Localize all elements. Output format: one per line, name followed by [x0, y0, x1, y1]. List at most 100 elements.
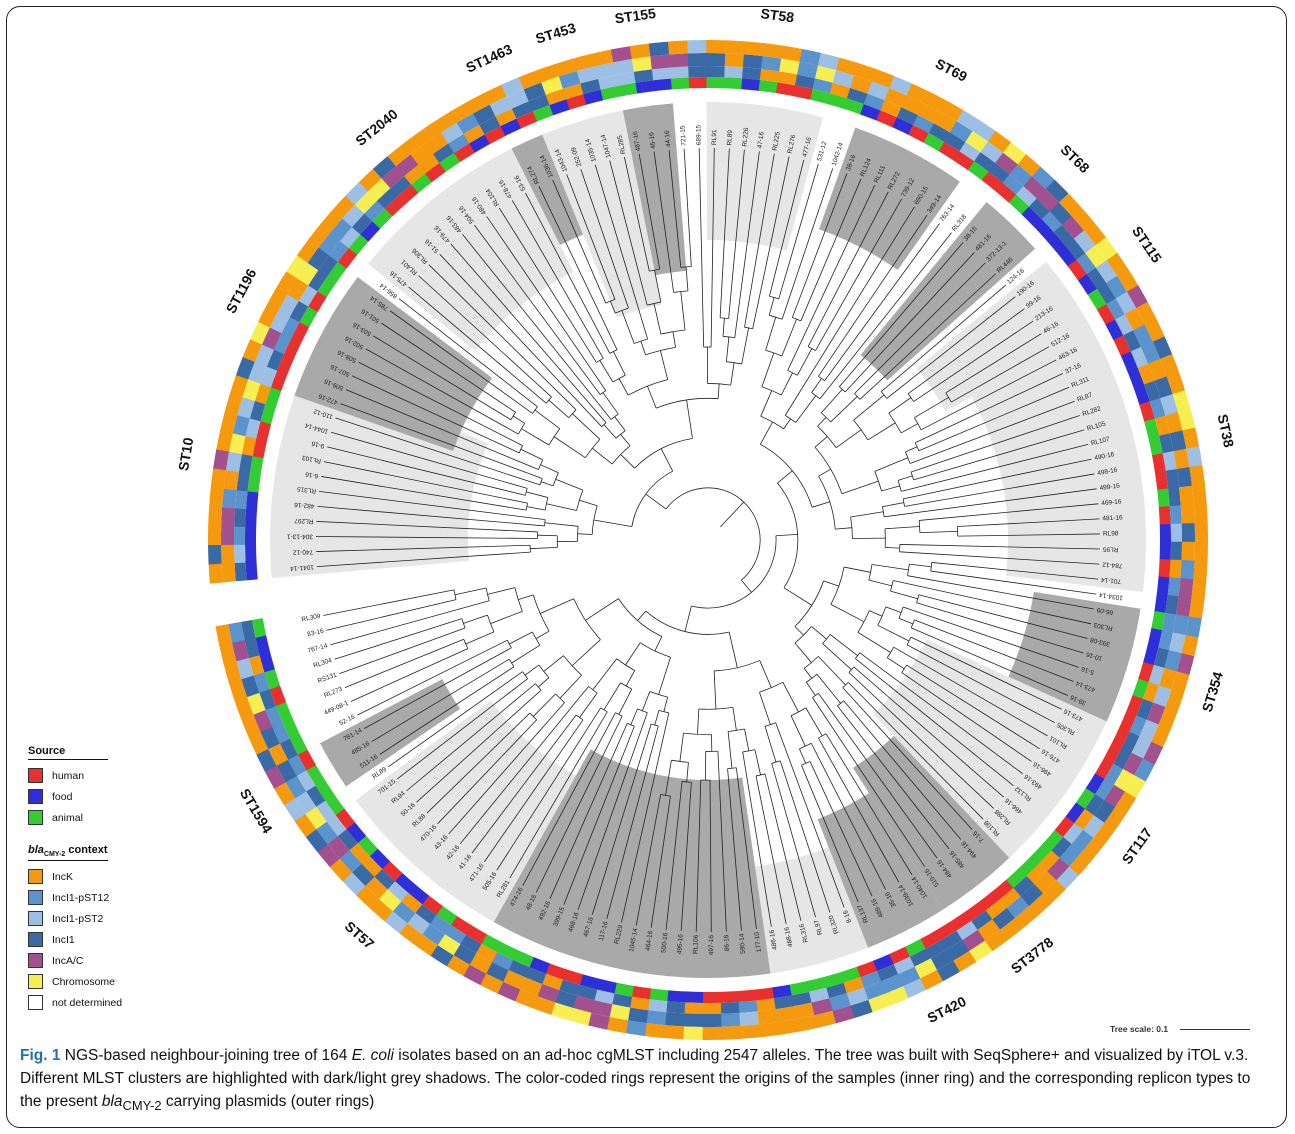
leaf-label: RL91 — [711, 129, 718, 145]
context-ring-cell — [219, 642, 237, 665]
context-ring-cell — [208, 525, 222, 546]
context-ring-cell — [1095, 260, 1118, 284]
source-ring-cell — [666, 990, 686, 1003]
context-ring-cell — [625, 1020, 647, 1037]
context-ring-cell — [1149, 398, 1166, 419]
context-ring-cell — [381, 165, 405, 189]
context-ring-cell — [1076, 252, 1097, 275]
context-ring-cell — [999, 918, 1024, 941]
context-ring-cell — [759, 68, 780, 83]
source-ring-cell — [283, 337, 302, 359]
context-ring-cell — [762, 43, 784, 59]
context-ring-cell — [965, 131, 989, 153]
source-ring-cell — [348, 234, 369, 255]
context-ring-cell — [1139, 719, 1159, 743]
cluster-shadow — [622, 103, 687, 276]
context-ring-cell — [518, 70, 542, 90]
context-ring-cell — [296, 770, 316, 792]
context-ring-cell — [248, 361, 268, 384]
source-ring-cell — [566, 93, 587, 110]
context-ring-cell — [825, 982, 847, 999]
leaf-label: 66-09 — [1096, 606, 1114, 616]
cluster-label: ST420 — [925, 993, 969, 1026]
context-ring-cell — [402, 132, 426, 155]
context-ring-cell — [949, 121, 973, 143]
legend-context-label: IncK — [52, 870, 74, 883]
context-ring-cell — [286, 255, 308, 279]
context-ring-cell — [226, 451, 242, 473]
context-ring-cell — [440, 122, 464, 144]
context-ring-cell — [554, 58, 578, 77]
context-ring-cell — [631, 56, 653, 72]
context-ring-cell — [463, 124, 485, 144]
context-ring-cell — [1095, 237, 1118, 261]
context-ring-cell — [235, 489, 248, 510]
context-ring-cell — [562, 83, 584, 100]
source-ring-cell — [872, 954, 894, 972]
source-ring-cell — [317, 276, 337, 298]
context-ring-cell — [372, 156, 397, 179]
context-ring-cell — [992, 908, 1015, 930]
context-ring-cell — [925, 939, 947, 959]
context-ring-cell — [1002, 174, 1024, 195]
legend-source-item: food — [28, 786, 158, 807]
source-ring-cell — [251, 618, 267, 638]
source-ring-cell — [1018, 855, 1040, 877]
context-ring-cell — [629, 996, 650, 1011]
context-ring-cell — [909, 948, 931, 967]
context-ring-cell — [683, 1013, 703, 1027]
context-ring-cell — [506, 89, 530, 109]
context-ring-cell — [355, 885, 379, 909]
context-ring-cell — [241, 714, 261, 738]
legend-source-title: Source — [28, 745, 108, 760]
context-ring-cell — [422, 923, 446, 946]
source-ring-cell — [1056, 245, 1077, 267]
leaf-label: 495-16 — [676, 933, 684, 954]
tree-scale-label: Tree scale: 0.1 — [1110, 1024, 1169, 1034]
caption-part-2: isolates based on an ad-hoc cgMLST inclu… — [20, 1047, 1251, 1110]
context-ring-cell — [241, 675, 260, 698]
context-ring-cell — [1165, 412, 1183, 434]
context-ring-cell — [1176, 596, 1192, 617]
context-ring-cell — [307, 247, 330, 271]
context-ring-cell — [836, 57, 859, 76]
source-ring-cell — [360, 220, 381, 242]
context-ring-cell — [1162, 612, 1177, 633]
source-ring-cell — [1045, 232, 1066, 253]
source-ring-cell — [772, 984, 792, 999]
source-ring-cell — [684, 991, 704, 1003]
legend-source-items: human food animal — [28, 765, 158, 828]
context-ring-cell — [1083, 222, 1107, 246]
context-ring-cell — [1017, 154, 1041, 177]
context-ring-cell — [1071, 829, 1094, 853]
context-ring-cell — [234, 544, 246, 564]
source-ring-cell — [500, 118, 522, 137]
context-ring-cell — [404, 164, 426, 185]
context-ring-cell — [814, 65, 837, 83]
leaf-label: 45-16 — [648, 131, 657, 149]
context-ring-cell — [720, 1012, 741, 1027]
context-ring-cell — [1113, 768, 1135, 792]
context-ring-cell — [485, 961, 509, 982]
source-ring-cell — [1043, 829, 1064, 851]
source-ring-cell — [465, 925, 487, 944]
source-ring-cell — [1119, 711, 1137, 733]
context-ring-cell — [1170, 541, 1182, 561]
context-ring-cell — [995, 152, 1019, 175]
context-ring-cell — [901, 95, 924, 116]
legend-context-items: IncK IncI1-pST12 IncI1-pST2 IncI1 IncA/C Chro… — [28, 866, 158, 1013]
source-ring-cell — [935, 921, 957, 941]
context-ring-cell — [281, 316, 300, 338]
source-ring-cell — [688, 77, 707, 89]
source-ring-cell — [1151, 610, 1166, 631]
cluster-shadow — [511, 134, 584, 246]
source-ring-cell — [408, 884, 430, 905]
context-ring-cell — [1148, 664, 1165, 686]
context-ring-cell — [702, 1013, 722, 1027]
leaf-label: RL103 — [301, 453, 322, 464]
context-ring-cell — [272, 722, 290, 744]
context-ring-cell — [528, 94, 550, 112]
source-ring-cell — [247, 473, 261, 493]
leaf-label: 393-08 — [1089, 636, 1111, 648]
context-ring-cell — [364, 200, 386, 222]
